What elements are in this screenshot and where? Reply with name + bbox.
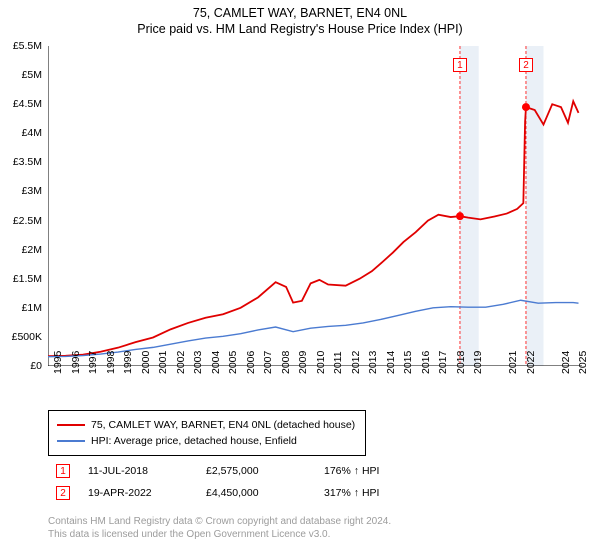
x-tick-label: 2005 xyxy=(227,351,239,374)
x-tick-label: 2015 xyxy=(402,351,414,374)
sale-marker-badge: 2 xyxy=(519,58,533,72)
x-tick-label: 2009 xyxy=(297,351,309,374)
x-tick-label: 2008 xyxy=(280,351,292,374)
x-tick-label: 2014 xyxy=(385,351,397,374)
x-tick-label: 2011 xyxy=(332,351,344,374)
y-tick-label: £4M xyxy=(0,127,42,139)
legend-swatch xyxy=(57,424,85,426)
x-tick-label: 2000 xyxy=(140,351,152,374)
series-line xyxy=(48,300,578,356)
sale-pct-vs-hpi: 317% ↑ HPI xyxy=(324,487,379,499)
y-tick-label: £5M xyxy=(0,69,42,81)
y-tick-label: £0 xyxy=(0,360,42,372)
title-block: 75, CAMLET WAY, BARNET, EN4 0NL Price pa… xyxy=(0,0,600,36)
x-tick-label: 2001 xyxy=(157,351,169,374)
x-tick-label: 2003 xyxy=(192,351,204,374)
legend-label: 75, CAMLET WAY, BARNET, EN4 0NL (detache… xyxy=(91,419,355,431)
x-tick-label: 2010 xyxy=(315,351,327,374)
sale-date: 11-JUL-2018 xyxy=(88,465,188,477)
plot-area xyxy=(48,46,582,366)
y-tick-label: £1.5M xyxy=(0,273,42,285)
y-tick-label: £3.5M xyxy=(0,156,42,168)
legend-item: HPI: Average price, detached house, Enfi… xyxy=(57,433,357,449)
legend-swatch xyxy=(57,440,85,442)
x-tick-label: 1999 xyxy=(122,351,134,374)
legend-item: 75, CAMLET WAY, BARNET, EN4 0NL (detache… xyxy=(57,417,357,433)
chart-container: 75, CAMLET WAY, BARNET, EN4 0NL Price pa… xyxy=(0,0,600,560)
y-tick-label: £5.5M xyxy=(0,40,42,52)
plot-svg xyxy=(48,46,582,366)
x-tick-label: 2013 xyxy=(367,351,379,374)
x-tick-label: 1996 xyxy=(70,351,82,374)
y-tick-label: £2.5M xyxy=(0,215,42,227)
x-tick-label: 1997 xyxy=(87,351,99,374)
x-tick-label: 2021 xyxy=(507,351,519,374)
title-line2: Price paid vs. HM Land Registry's House … xyxy=(0,22,600,36)
x-tick-label: 2017 xyxy=(437,351,449,374)
sale-row: 2 19-APR-2022 £4,450,000 317% ↑ HPI xyxy=(48,482,379,504)
sale-marker-badge: 1 xyxy=(453,58,467,72)
y-tick-label: £500K xyxy=(0,331,42,343)
x-tick-label: 2012 xyxy=(350,351,362,374)
x-tick-label: 2016 xyxy=(420,351,432,374)
y-tick-label: £1M xyxy=(0,302,42,314)
x-tick-label: 2022 xyxy=(525,351,537,374)
sale-price: £2,575,000 xyxy=(206,465,306,477)
x-tick-label: 2007 xyxy=(262,351,274,374)
x-tick-label: 2004 xyxy=(210,351,222,374)
legend-label: HPI: Average price, detached house, Enfi… xyxy=(91,435,297,447)
x-tick-label: 2019 xyxy=(472,351,484,374)
x-tick-label: 1998 xyxy=(105,351,117,374)
sale-date: 19-APR-2022 xyxy=(88,487,188,499)
sale-row: 1 11-JUL-2018 £2,575,000 176% ↑ HPI xyxy=(48,460,379,482)
sale-row-badge: 2 xyxy=(56,486,70,500)
sale-price: £4,450,000 xyxy=(206,487,306,499)
sale-point-dot xyxy=(522,104,529,111)
y-tick-label: £2M xyxy=(0,244,42,256)
legend-box: 75, CAMLET WAY, BARNET, EN4 0NL (detache… xyxy=(48,410,366,456)
sale-pct-vs-hpi: 176% ↑ HPI xyxy=(324,465,379,477)
sale-row-badge: 1 xyxy=(56,464,70,478)
x-tick-label: 2025 xyxy=(577,351,589,374)
title-line1: 75, CAMLET WAY, BARNET, EN4 0NL xyxy=(0,6,600,20)
x-tick-label: 1995 xyxy=(52,351,64,374)
x-tick-label: 2018 xyxy=(455,351,467,374)
footnote-line2: This data is licensed under the Open Gov… xyxy=(48,529,391,542)
series-line xyxy=(48,101,578,356)
y-tick-label: £3M xyxy=(0,185,42,197)
sales-table: 1 11-JUL-2018 £2,575,000 176% ↑ HPI 2 19-APR-… xyxy=(48,460,379,504)
footnote: Contains HM Land Registry data © Crown c… xyxy=(48,516,391,541)
x-tick-label: 2024 xyxy=(560,351,572,374)
sale-point-dot xyxy=(456,213,463,220)
x-tick-label: 2002 xyxy=(175,351,187,374)
footnote-line1: Contains HM Land Registry data © Crown c… xyxy=(48,516,391,529)
x-tick-label: 2006 xyxy=(245,351,257,374)
stamp-duty-band xyxy=(526,46,544,366)
stamp-duty-band xyxy=(460,46,479,366)
y-tick-label: £4.5M xyxy=(0,98,42,110)
